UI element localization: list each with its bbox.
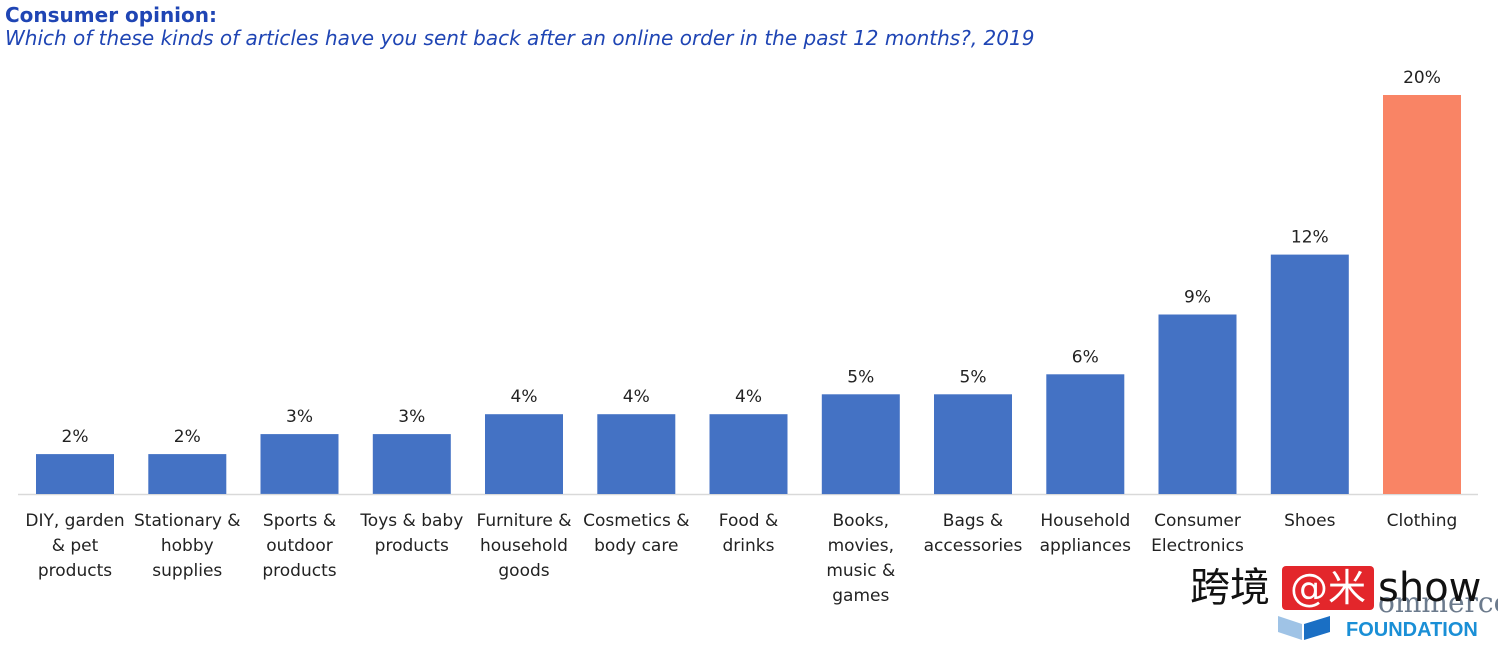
data-label: 4% [735,387,762,407]
data-label: 4% [511,387,538,407]
watermark: ommerce FOUNDATION 跨境 @米 show [1190,565,1498,646]
data-label: 5% [960,367,987,387]
x-tick-label: Household appliances [1040,511,1131,556]
x-tick-label: Furniture & household goods [477,511,572,581]
x-tick-label: Clothing [1387,511,1458,531]
x-tick-label: Consumer Electronics [1151,511,1244,556]
data-label: 2% [174,427,201,447]
x-tick-label: Sports & outdoor products [262,511,336,581]
data-label: 9% [1184,288,1211,308]
watermark-show-text: show [1378,565,1482,611]
x-tick-label: Bags & accessories [924,511,1023,556]
data-label: 20% [1403,68,1441,88]
bar [934,394,1012,495]
bar [597,414,676,494]
x-tick-label: Books, movies, music & games [826,511,895,606]
ecommerce-foundation-logo-icon [1278,616,1330,640]
data-label: 4% [623,387,650,407]
watermark-red-box [1282,566,1374,610]
x-tick-label: Food & drinks [719,511,778,556]
bar [1383,95,1461,494]
data-label: 12% [1291,228,1329,248]
bar [372,434,451,494]
bar [1046,374,1125,494]
x-tick-label: Cosmetics & body care [583,511,689,556]
data-label: 3% [398,407,425,427]
watermark-chinese-text: 跨境 [1190,565,1270,611]
x-tick-label: Shoes [1284,511,1335,531]
x-tick-label: Toys & baby products [359,511,463,556]
bar [148,454,227,494]
data-label: 2% [62,427,89,447]
bar [1270,254,1349,494]
bar [36,454,114,494]
x-tick-label: Stationary & hobby supplies [134,511,241,581]
bar [260,434,339,494]
data-label: 6% [1072,347,1099,367]
chart-subtitle: Which of these kinds of articles have yo… [5,26,1035,50]
chart-title: Consumer opinion: [5,3,218,27]
watermark-at-text: @米 [1289,566,1366,610]
bar [821,394,900,495]
data-label: 3% [286,407,313,427]
bar [1158,314,1237,494]
x-tick-label: DIY, garden & pet products [25,511,124,581]
bar [709,414,788,494]
data-label: 5% [847,367,874,387]
bar [485,414,563,494]
watermark-commerce-text: ommerce [1378,586,1498,619]
watermark-foundation-text: FOUNDATION [1346,619,1478,641]
